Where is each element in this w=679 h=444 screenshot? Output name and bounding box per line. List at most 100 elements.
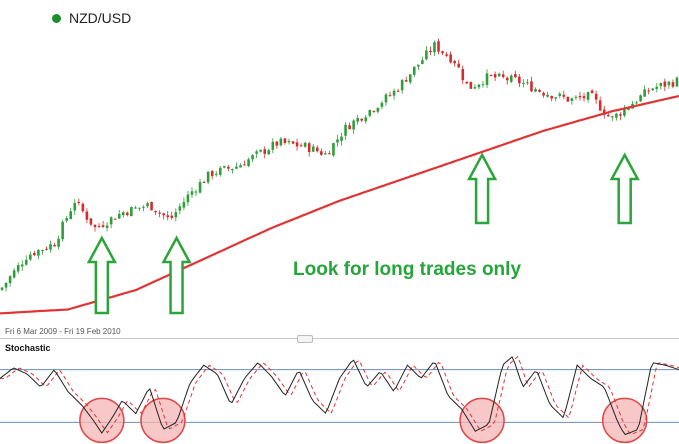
candle-up	[497, 73, 501, 77]
candle-down	[81, 203, 85, 212]
candle-up	[655, 86, 659, 89]
moving-average-line	[0, 94, 679, 315]
candle-up	[425, 50, 428, 60]
candle-up	[182, 201, 186, 208]
candle-up	[4, 282, 8, 288]
pane-separator	[0, 338, 679, 339]
candle-up	[477, 84, 481, 88]
candle-up	[251, 155, 254, 160]
chart-legend: NZD/USD	[52, 10, 131, 26]
candle-up	[522, 83, 525, 85]
candle-up	[218, 167, 222, 175]
candle-down	[162, 213, 165, 216]
candle-down	[243, 164, 246, 166]
candle-up	[190, 191, 194, 195]
legend-label: NZD/USD	[69, 10, 132, 26]
candle-up	[174, 212, 178, 218]
candle-down	[170, 215, 174, 218]
candle-down	[299, 145, 303, 147]
candle-up	[643, 89, 646, 97]
candle-up	[324, 153, 327, 155]
candle-up	[109, 217, 113, 225]
candle-up	[279, 138, 283, 146]
oversold-circle	[140, 397, 186, 444]
candle-up	[615, 113, 618, 118]
candle-up	[433, 42, 436, 53]
candle-down	[457, 63, 461, 68]
oversold-circles	[79, 397, 648, 444]
candle-up	[611, 116, 614, 118]
candle-down	[594, 93, 598, 100]
candle-down	[598, 100, 602, 111]
candle-down	[469, 81, 473, 89]
candle-up	[231, 168, 234, 171]
candle-down	[126, 212, 129, 216]
candle-up	[117, 213, 121, 219]
pane-resize-handle[interactable]	[297, 335, 313, 343]
candle-down	[275, 141, 279, 146]
candle-down	[578, 96, 582, 98]
candle-up	[121, 212, 125, 216]
candle-down	[348, 125, 351, 130]
candle-up	[554, 97, 558, 99]
candle-down	[602, 109, 606, 115]
stochastic-title: Stochastic	[5, 343, 51, 353]
stochastic-k-line	[0, 356, 679, 436]
candle-up	[206, 171, 210, 183]
candle-up	[255, 151, 258, 154]
candle-up	[65, 218, 68, 221]
candle-up	[105, 225, 109, 228]
candle-down	[396, 90, 400, 92]
candle-up	[178, 206, 182, 211]
candle-down	[158, 212, 161, 214]
candle-down	[437, 41, 440, 52]
stochastic-d-line	[0, 355, 679, 435]
candle-down	[465, 81, 469, 84]
candle-down	[320, 151, 323, 155]
candle-up	[235, 166, 238, 169]
candle-up	[558, 93, 562, 96]
candle-down	[562, 94, 566, 97]
candle-down	[77, 201, 81, 203]
candle-up	[481, 84, 485, 86]
candle-down	[113, 218, 117, 220]
candle-down	[154, 210, 157, 213]
candle-up	[586, 92, 590, 100]
candle-up	[29, 254, 32, 260]
candle-up	[412, 66, 416, 75]
candle-down	[89, 218, 93, 225]
candle-down	[542, 92, 545, 96]
candle-up	[408, 74, 412, 83]
candle-up	[8, 276, 12, 284]
candle-down	[295, 142, 299, 147]
candle-up	[303, 142, 307, 147]
candle-up	[41, 249, 44, 251]
candle-up	[574, 96, 578, 98]
candle-down	[449, 54, 452, 63]
candlestick-series	[0, 38, 679, 292]
candle-up	[311, 146, 315, 152]
up-arrow-icon	[466, 152, 498, 225]
candle-down	[227, 166, 230, 169]
candle-up	[639, 95, 642, 102]
candle-up	[384, 94, 388, 103]
candle-up	[24, 259, 28, 265]
candle-down	[85, 211, 89, 220]
candle-down	[538, 89, 541, 92]
price-chart	[0, 38, 679, 315]
candle-down	[606, 114, 610, 117]
candle-up	[134, 207, 137, 209]
candle-down	[530, 81, 533, 92]
annotation-text: Look for long trades only	[293, 259, 522, 280]
candle-down	[150, 201, 153, 211]
candle-down	[97, 225, 101, 227]
candle-down	[582, 96, 586, 99]
candle-up	[146, 203, 149, 207]
candle-up	[12, 270, 16, 278]
candle-down	[590, 90, 594, 94]
candle-down	[283, 138, 287, 143]
candle-up	[667, 81, 671, 86]
candle-up	[376, 107, 380, 112]
legend-dot	[52, 13, 61, 23]
candle-up	[421, 60, 424, 65]
